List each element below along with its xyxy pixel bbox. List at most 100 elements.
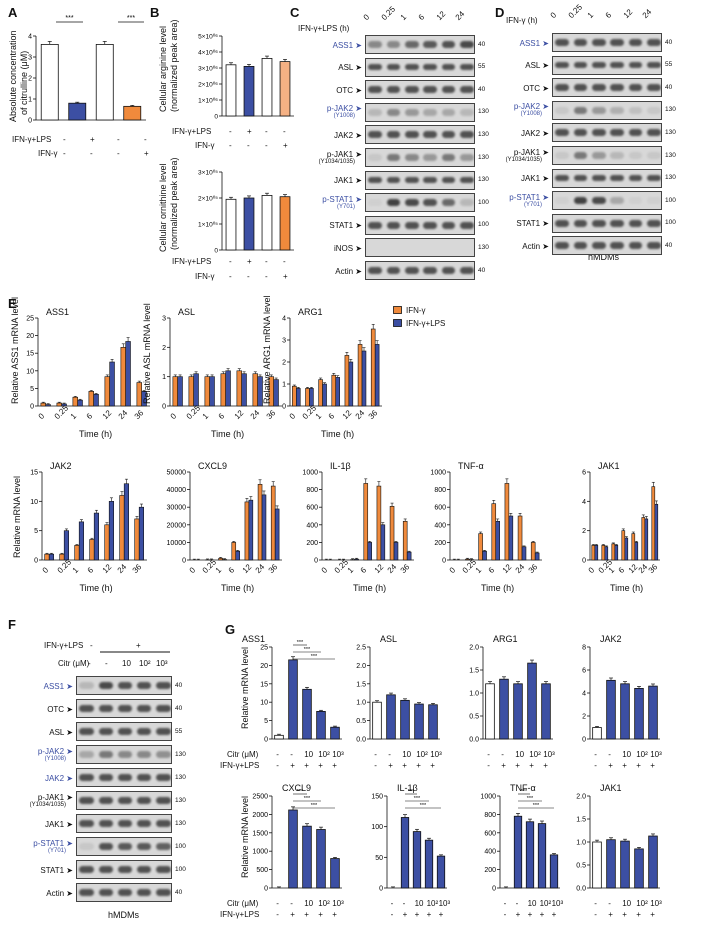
blot-band <box>555 106 570 114</box>
y-tick-label: 1.5 <box>576 817 586 824</box>
y-tick-label: 15 <box>26 351 34 358</box>
panel-g-citr-value: 10³ <box>650 750 662 759</box>
panel-g-citr-value: 10³ <box>332 899 344 908</box>
panel-e-xlabel: Time (h) <box>610 583 644 593</box>
y-tick-label: 0 <box>264 737 268 744</box>
panel-e-xlabel: Time (h) <box>221 583 255 593</box>
blot-band <box>441 108 456 116</box>
panel-d-treatment-label: IFN-γ (h) <box>506 16 538 25</box>
blot-band <box>573 242 588 250</box>
blot-band <box>404 176 419 184</box>
bar <box>248 499 254 561</box>
panel-f-caption: hMDMs <box>108 910 139 920</box>
y-tick-label: 0 <box>214 114 218 121</box>
blot-band <box>98 682 114 689</box>
y-tick-label: 200 <box>434 540 446 547</box>
bar <box>88 391 94 407</box>
sig-stars: *** <box>311 654 318 660</box>
panel-d-blot-label-asl: ASL ➤ <box>525 61 549 71</box>
y-tick-label: 100 <box>371 824 383 831</box>
panel-d-blot-p-stat1 <box>552 191 662 211</box>
panel-e-title-tnf-α: TNF-α <box>458 461 484 471</box>
panel-g-lps-value: + <box>402 910 408 919</box>
bar <box>357 344 363 407</box>
panel-e-xlabel: Time (h) <box>321 429 355 439</box>
panel-g-citr-value: - <box>594 899 597 908</box>
bar <box>63 530 70 561</box>
panel-g-lps-value: + <box>527 910 533 919</box>
blot-band <box>628 106 643 114</box>
panel-g-citr-value: 10² <box>636 750 648 759</box>
bar <box>125 341 131 407</box>
panel-e-xlabel: Time (h) <box>353 583 387 593</box>
blot-band <box>156 866 171 873</box>
panel-g-citr-value: 10² <box>426 899 439 908</box>
panel-f-blot-p-stat1 <box>76 837 172 856</box>
blot-band <box>156 820 171 827</box>
blot-band <box>136 797 152 804</box>
panel-g-title-cxcl9: CXCL9 <box>282 783 312 793</box>
bar <box>654 503 659 561</box>
y-tick-label: 1 <box>282 382 286 389</box>
panel-c-blot-otc <box>365 80 475 100</box>
bar <box>305 388 310 407</box>
blot-band <box>646 152 661 159</box>
panel-label-g: G <box>225 622 236 637</box>
y-tick-label: 10 <box>260 700 268 707</box>
panel-d-blot-label-jak2: JAK2 ➤ <box>520 128 549 138</box>
bar <box>412 831 422 889</box>
bar <box>495 520 500 561</box>
bar <box>72 396 78 407</box>
panel-g-lps-value: + <box>430 761 435 770</box>
panel-c-timepoint: 1 <box>398 12 408 22</box>
blot-band <box>646 174 661 182</box>
y-tick-label: 1.0 <box>356 700 366 707</box>
panel-g-citr-value: - <box>608 750 611 759</box>
panel-g-citr-value: 10² <box>529 750 541 759</box>
blot-band <box>404 108 419 116</box>
blot-band <box>368 63 383 71</box>
panel-b-top-row2-label: IFN-γ <box>195 141 215 150</box>
panel-c-blot-label-p-stat1: p-STAT1 ➤ <box>322 194 362 204</box>
panel-f-citr-value: 10² <box>139 659 151 668</box>
bar <box>322 383 327 407</box>
y-tick-label: 4×10⁰⁶ <box>198 49 218 57</box>
panel-e-ylabel: Relative ASS1 mRNA level <box>10 296 20 404</box>
panel-g-title-tnf-α: TNF-α <box>510 783 536 793</box>
bar <box>274 734 284 740</box>
panel-b-top-ylabel-1: Cellular arginine level <box>158 25 168 112</box>
bar <box>273 379 279 407</box>
panel-a-row1-sign: - <box>144 135 147 144</box>
blot-band <box>136 889 152 896</box>
bar <box>372 701 382 740</box>
blot-band <box>98 797 114 804</box>
y-tick-label: 0.5 <box>576 863 586 870</box>
blot-band <box>98 866 114 873</box>
panel-g-citr-value: - <box>276 750 279 759</box>
panel-c-timepoint: 24 <box>453 9 466 22</box>
panel-c-blot-label-p-jak1: p-JAK1 ➤ <box>326 149 362 159</box>
blot-band <box>368 86 383 94</box>
panel-g-citr-value: - <box>276 899 279 908</box>
panel-b-bottom-ylabel-2: (normalized peak area) <box>169 157 179 250</box>
panel-g-significance: ********* <box>293 640 335 660</box>
chart-E-JAK2: 0 5 10 15 <box>30 470 147 565</box>
panel-g-lps-value: + <box>332 761 337 770</box>
blot-band <box>117 843 133 850</box>
panel-g-lps-value: + <box>304 761 309 770</box>
bar <box>225 370 231 407</box>
panel-c-blot-label-asl: ASL ➤ <box>338 63 362 73</box>
panel-g-citr-value: 10² <box>416 750 428 759</box>
sig-stars: *** <box>414 796 421 802</box>
y-tick-label: 1 <box>28 97 32 104</box>
y-tick-label: 800 <box>434 487 446 494</box>
sig-stars: *** <box>527 796 534 802</box>
panel-g-citr-value: 10 <box>622 750 632 759</box>
y-tick-label: 15 <box>260 681 268 688</box>
blot-band <box>386 63 401 71</box>
panel-b-row2-sign: - <box>229 141 232 150</box>
bar <box>354 558 359 561</box>
y-tick-label: 20 <box>26 333 34 340</box>
blot-band <box>98 751 114 758</box>
bar <box>316 829 326 889</box>
